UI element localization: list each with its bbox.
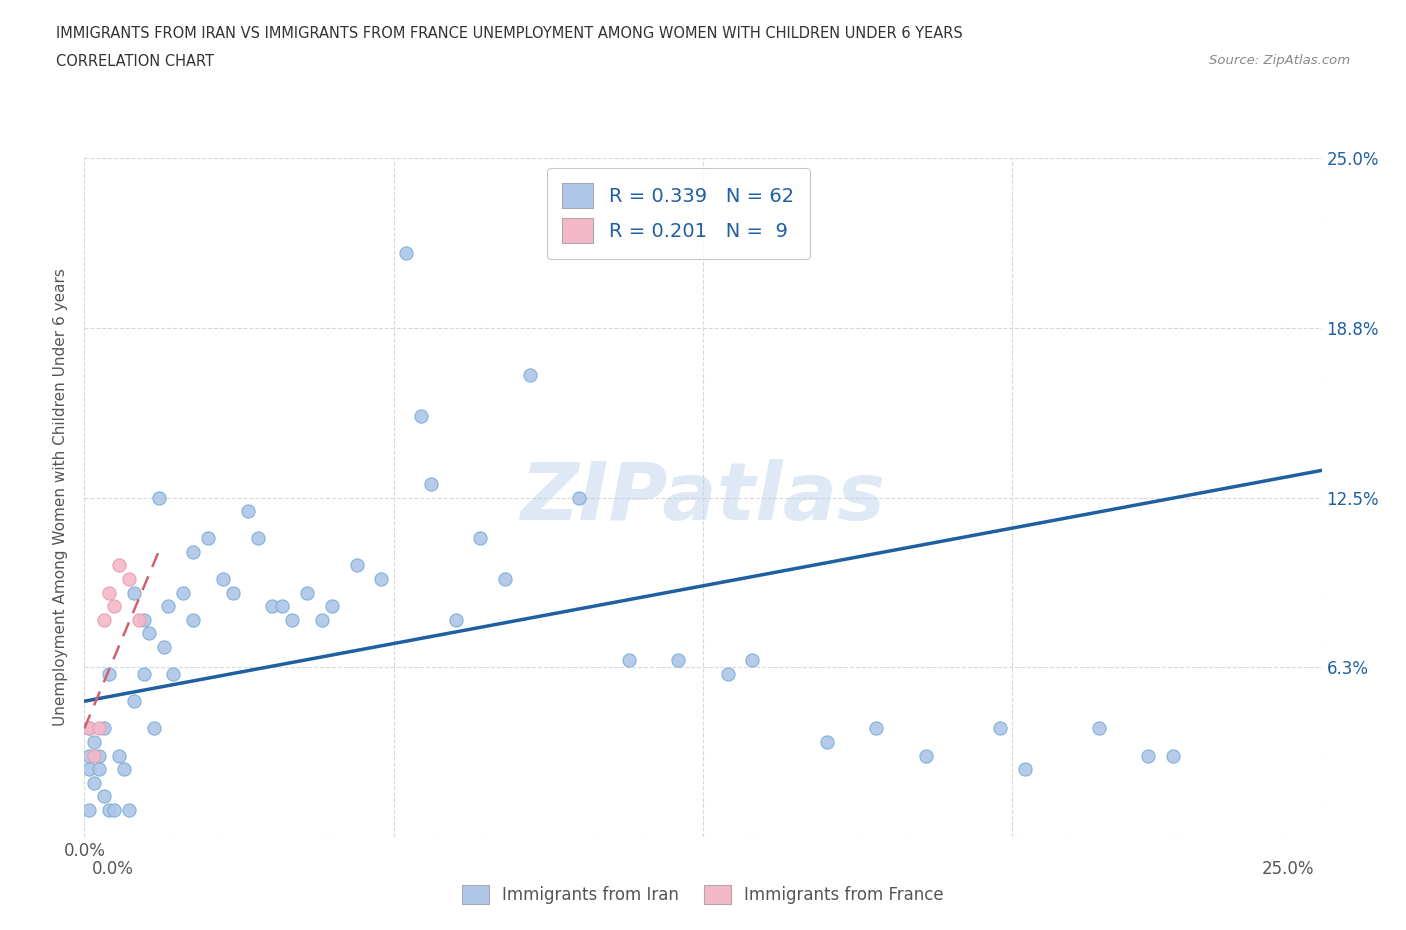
Point bbox=[181, 544, 204, 559]
Point bbox=[79, 721, 101, 736]
Point bbox=[157, 599, 180, 614]
Point bbox=[494, 572, 516, 587]
Point bbox=[148, 490, 170, 505]
Point bbox=[152, 640, 174, 655]
Point bbox=[103, 803, 125, 817]
Point bbox=[118, 803, 141, 817]
Point bbox=[346, 558, 368, 573]
Point bbox=[519, 368, 541, 383]
Text: IMMIGRANTS FROM IRAN VS IMMIGRANTS FROM FRANCE UNEMPLOYMENT AMONG WOMEN WITH CHI: IMMIGRANTS FROM IRAN VS IMMIGRANTS FROM … bbox=[56, 26, 963, 41]
Point bbox=[246, 531, 269, 546]
Point bbox=[79, 721, 101, 736]
Point bbox=[222, 585, 245, 600]
Point bbox=[83, 735, 105, 750]
Point bbox=[617, 653, 640, 668]
Point bbox=[89, 762, 111, 777]
Point bbox=[93, 789, 115, 804]
Point bbox=[1161, 748, 1184, 763]
Point bbox=[93, 612, 115, 627]
Point bbox=[98, 585, 121, 600]
Point bbox=[108, 748, 131, 763]
Text: 25.0%: 25.0% bbox=[1263, 860, 1315, 878]
Point bbox=[815, 735, 838, 750]
Point bbox=[122, 585, 145, 600]
Text: ZIPatlas: ZIPatlas bbox=[520, 458, 886, 537]
Point bbox=[79, 803, 101, 817]
Point bbox=[122, 694, 145, 709]
Point bbox=[142, 721, 165, 736]
Point bbox=[79, 762, 101, 777]
Point bbox=[181, 612, 204, 627]
Point bbox=[281, 612, 304, 627]
Point bbox=[717, 667, 740, 682]
Point bbox=[118, 572, 141, 587]
Point bbox=[128, 612, 150, 627]
Point bbox=[271, 599, 294, 614]
Point bbox=[370, 572, 392, 587]
Point bbox=[236, 504, 259, 519]
Point bbox=[419, 476, 441, 491]
Point bbox=[914, 748, 936, 763]
Point bbox=[470, 531, 492, 546]
Point bbox=[741, 653, 763, 668]
Point bbox=[1014, 762, 1036, 777]
Y-axis label: Unemployment Among Women with Children Under 6 years: Unemployment Among Women with Children U… bbox=[53, 269, 69, 726]
Point bbox=[262, 599, 284, 614]
Point bbox=[1137, 748, 1160, 763]
Point bbox=[79, 748, 101, 763]
Point bbox=[108, 558, 131, 573]
Point bbox=[98, 667, 121, 682]
Point bbox=[93, 721, 115, 736]
Legend: R = 0.339   N = 62, R = 0.201   N =  9: R = 0.339 N = 62, R = 0.201 N = 9 bbox=[547, 167, 810, 259]
Point bbox=[83, 748, 105, 763]
Point bbox=[162, 667, 184, 682]
Point bbox=[321, 599, 343, 614]
Point bbox=[197, 531, 219, 546]
Point bbox=[138, 626, 160, 641]
Point bbox=[103, 599, 125, 614]
Point bbox=[132, 667, 155, 682]
Point bbox=[98, 803, 121, 817]
Text: Source: ZipAtlas.com: Source: ZipAtlas.com bbox=[1209, 54, 1350, 67]
Point bbox=[132, 612, 155, 627]
Point bbox=[83, 776, 105, 790]
Point bbox=[1088, 721, 1111, 736]
Point bbox=[865, 721, 887, 736]
Point bbox=[295, 585, 318, 600]
Point bbox=[444, 612, 467, 627]
Point bbox=[395, 246, 418, 260]
Point bbox=[89, 748, 111, 763]
Point bbox=[409, 408, 432, 423]
Point bbox=[666, 653, 689, 668]
Point bbox=[172, 585, 194, 600]
Point bbox=[568, 490, 591, 505]
Point bbox=[112, 762, 135, 777]
Point bbox=[988, 721, 1011, 736]
Point bbox=[311, 612, 333, 627]
Point bbox=[212, 572, 235, 587]
Legend: Immigrants from Iran, Immigrants from France: Immigrants from Iran, Immigrants from Fr… bbox=[454, 876, 952, 912]
Point bbox=[89, 721, 111, 736]
Text: 0.0%: 0.0% bbox=[91, 860, 134, 878]
Text: CORRELATION CHART: CORRELATION CHART bbox=[56, 54, 214, 69]
